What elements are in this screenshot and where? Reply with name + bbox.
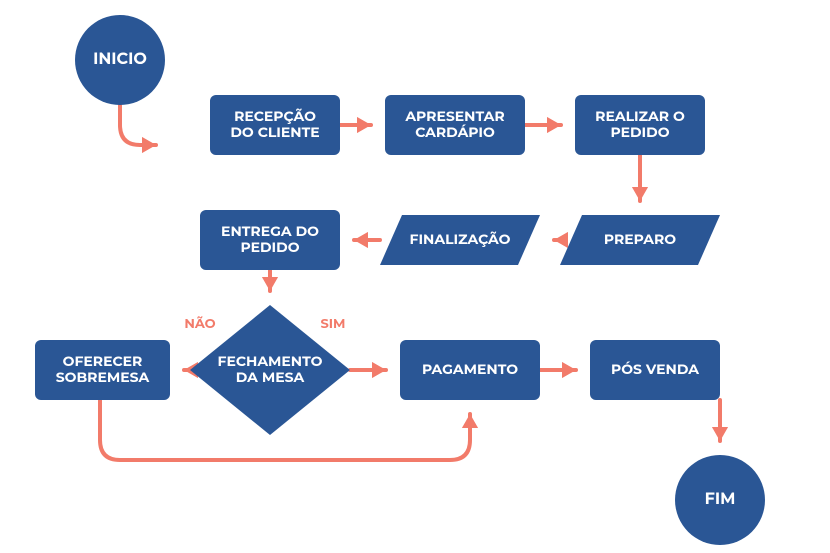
arrowhead [462, 414, 478, 428]
node-oferecer: OFERECERSOBREMESA [35, 340, 170, 400]
edges-layer: SIM NÃO [100, 105, 728, 460]
node-label: PÓS VENDA [611, 360, 699, 378]
flowchart-canvas: SIM NÃO INICIO RECEPÇÃODO CLIENTE APRESENTAR… [0, 0, 830, 553]
edge-label: NÃO [184, 316, 215, 332]
node-entrega: ENTREGA DOPEDIDO [200, 210, 340, 270]
arrowhead [554, 232, 568, 248]
node-recepcao: RECEPÇÃODO CLIENTE [210, 95, 340, 155]
nodes-layer: INICIO RECEPÇÃODO CLIENTE APRESENTARCARDÁP… [35, 15, 765, 545]
node-inicio: INICIO [75, 15, 165, 105]
node-label: RECEPÇÃODO CLIENTE [230, 107, 319, 141]
arrowhead [142, 137, 156, 153]
arrowhead [632, 187, 648, 201]
arrowhead [354, 232, 368, 248]
node-label: FIM [705, 490, 736, 509]
arrowhead [262, 277, 278, 291]
node-label: PREPARO [604, 230, 676, 248]
node-cardapio: APRESENTARCARDÁPIO [385, 95, 525, 155]
node-label: OFERECERSOBREMESA [56, 352, 150, 386]
arrowhead [712, 427, 728, 441]
node-fim: FIM [675, 455, 765, 545]
arrowhead [357, 117, 371, 133]
node-posvenda: PÓS VENDA [590, 340, 720, 400]
node-label: INICIO [93, 50, 147, 69]
node-label: PAGAMENTO [422, 360, 518, 378]
node-label: APRESENTARCARDÁPIO [404, 107, 504, 141]
arrowhead [562, 362, 576, 378]
arrowhead [372, 362, 386, 378]
node-finaliz: FINALIZAÇÃO [380, 215, 540, 265]
edge-label: SIM [321, 316, 346, 332]
node-realizar: REALIZAR OPEDIDO [575, 95, 705, 155]
node-label: FINALIZAÇÃO [410, 230, 511, 248]
node-preparo: PREPARO [560, 215, 720, 265]
node-pagto: PAGAMENTO [400, 340, 540, 400]
arrowhead [547, 117, 561, 133]
